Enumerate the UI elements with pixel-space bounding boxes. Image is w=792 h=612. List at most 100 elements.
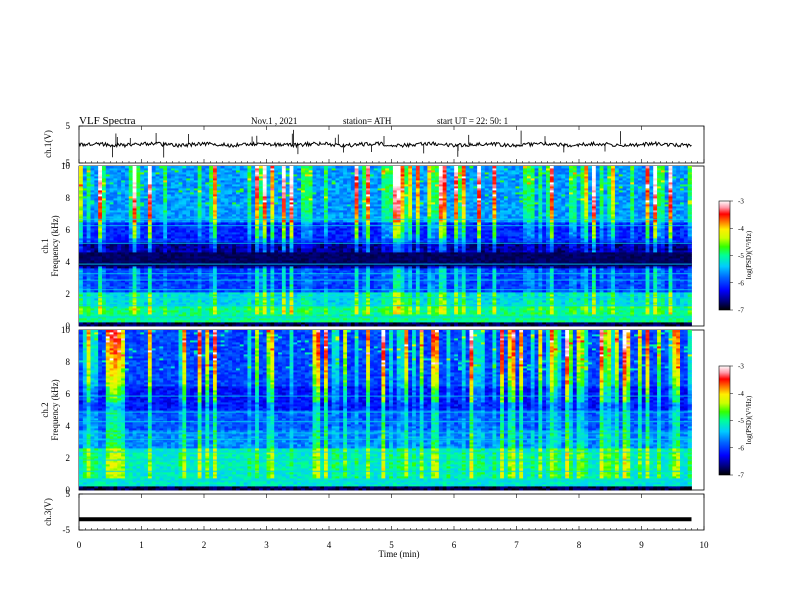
spectrogram-cell [186, 286, 191, 289]
spectrogram-cell [270, 294, 275, 297]
spectrogram-cell [358, 274, 363, 277]
spectrogram-cell [224, 278, 229, 281]
spectrogram-cell [641, 298, 646, 301]
spectrogram-cell [389, 306, 394, 309]
spectrogram-cell [672, 312, 677, 315]
spectrogram-cell [270, 320, 275, 323]
spectrogram-cell [672, 276, 677, 279]
spectrogram-cell [358, 282, 363, 285]
spectrogram-cell [400, 276, 405, 279]
spectrogram-cell [144, 280, 149, 283]
spectrogram-cell [492, 284, 497, 287]
spectrogram-cell [163, 308, 168, 311]
spectrogram-cell [454, 322, 459, 325]
spectrogram-cell [507, 292, 512, 295]
spectrogram-cell [561, 290, 566, 293]
spectrogram-cell [354, 322, 359, 325]
spectrogram-cell [599, 294, 604, 297]
spectrogram-cell [653, 276, 658, 279]
spectrogram-cell [124, 290, 130, 293]
spectrogram-cell [492, 308, 497, 311]
spectrogram-cell [193, 294, 199, 297]
spectrogram-cell [557, 290, 562, 293]
spectrogram-cell [132, 302, 137, 305]
spectrogram-cell [538, 292, 543, 295]
spectrogram-cell [492, 314, 497, 317]
spectrogram-cell [128, 298, 133, 301]
spectrogram-cell [212, 294, 218, 297]
spectrogram-cell [584, 276, 589, 279]
spectrogram-cell [212, 320, 218, 323]
spectrogram-cell [308, 278, 313, 281]
spectrogram-cell [220, 294, 225, 297]
spectrogram-cell [614, 312, 620, 315]
spectrogram-cell [239, 284, 245, 287]
spectrogram-cell [385, 306, 390, 309]
spectrogram-cell [293, 278, 298, 281]
spectrogram-cell [335, 318, 340, 321]
spectrogram-cell [312, 274, 317, 277]
spectrogram-cell [446, 290, 451, 293]
spectrogram-cell [511, 320, 516, 323]
spectrogram-cell [683, 308, 689, 311]
spectrogram-cell [144, 300, 149, 303]
spectrogram-cell [442, 322, 447, 325]
spectrogram-cell [144, 294, 149, 297]
spectrogram-cell [201, 276, 206, 279]
spectrogram-cell [297, 306, 302, 309]
spectrogram-cell [496, 310, 501, 313]
spectrogram-cell [561, 318, 566, 321]
spectrogram-cell [676, 320, 681, 323]
spectrogram-cell [285, 308, 290, 311]
spectrogram-cell [320, 310, 325, 313]
spectrogram-cell [121, 282, 126, 285]
spectrogram-cell [546, 320, 551, 323]
spectrogram-cell [622, 292, 627, 295]
spectrogram-cell [293, 324, 298, 327]
spectrogram-cell [101, 298, 107, 301]
spectrogram-cell [553, 302, 558, 305]
spectrogram-cell [607, 324, 612, 327]
spectrogram-cell [293, 290, 298, 293]
spectrogram-cell [576, 292, 581, 295]
spectrogram-cell [400, 312, 405, 315]
spectrogram-cell [457, 302, 463, 305]
spectrogram-cell [105, 294, 111, 297]
spectrogram-cell [331, 302, 336, 305]
spectrogram-cell [523, 274, 528, 277]
spectrogram-cell [530, 276, 535, 279]
spectrogram-cell [274, 280, 279, 283]
spectrogram-cell [109, 312, 114, 315]
spectrogram-cell [634, 280, 639, 283]
spectrogram-cell [170, 320, 176, 323]
spectrogram-cell [473, 280, 478, 283]
spectrogram-cell [128, 290, 133, 293]
spectrogram-cell [167, 298, 172, 301]
spectrogram-cell [109, 308, 114, 311]
spectrogram-cell [98, 286, 103, 289]
spectrogram-cell [117, 298, 122, 301]
spectrogram-cell [121, 274, 126, 277]
spectrogram-cell [591, 276, 597, 279]
spectrogram-cell [507, 276, 512, 279]
spectrogram-cell [538, 312, 543, 315]
spectrogram-cell [523, 306, 528, 309]
spectrogram-cell [109, 314, 114, 317]
spectrogram-cell [270, 292, 275, 295]
spectrogram-cell [645, 294, 650, 297]
spectrogram-cell [511, 314, 516, 317]
spectrogram-cell [591, 308, 597, 311]
spectrogram-cell [457, 286, 463, 289]
spectrogram-cell [377, 312, 382, 315]
spectrogram-cell [565, 324, 570, 327]
spectrogram-cell [503, 318, 509, 321]
spectrogram-cell [657, 320, 662, 323]
spectrogram-cell [79, 284, 84, 287]
spectrogram-cell [147, 274, 153, 277]
spectrogram-cell [144, 292, 149, 295]
spectrogram-cell [584, 302, 589, 305]
spectrogram-cell [373, 286, 378, 289]
spectrogram-cell [672, 284, 677, 287]
spectrogram-cell [281, 314, 287, 317]
spectrogram-cell [285, 284, 290, 287]
